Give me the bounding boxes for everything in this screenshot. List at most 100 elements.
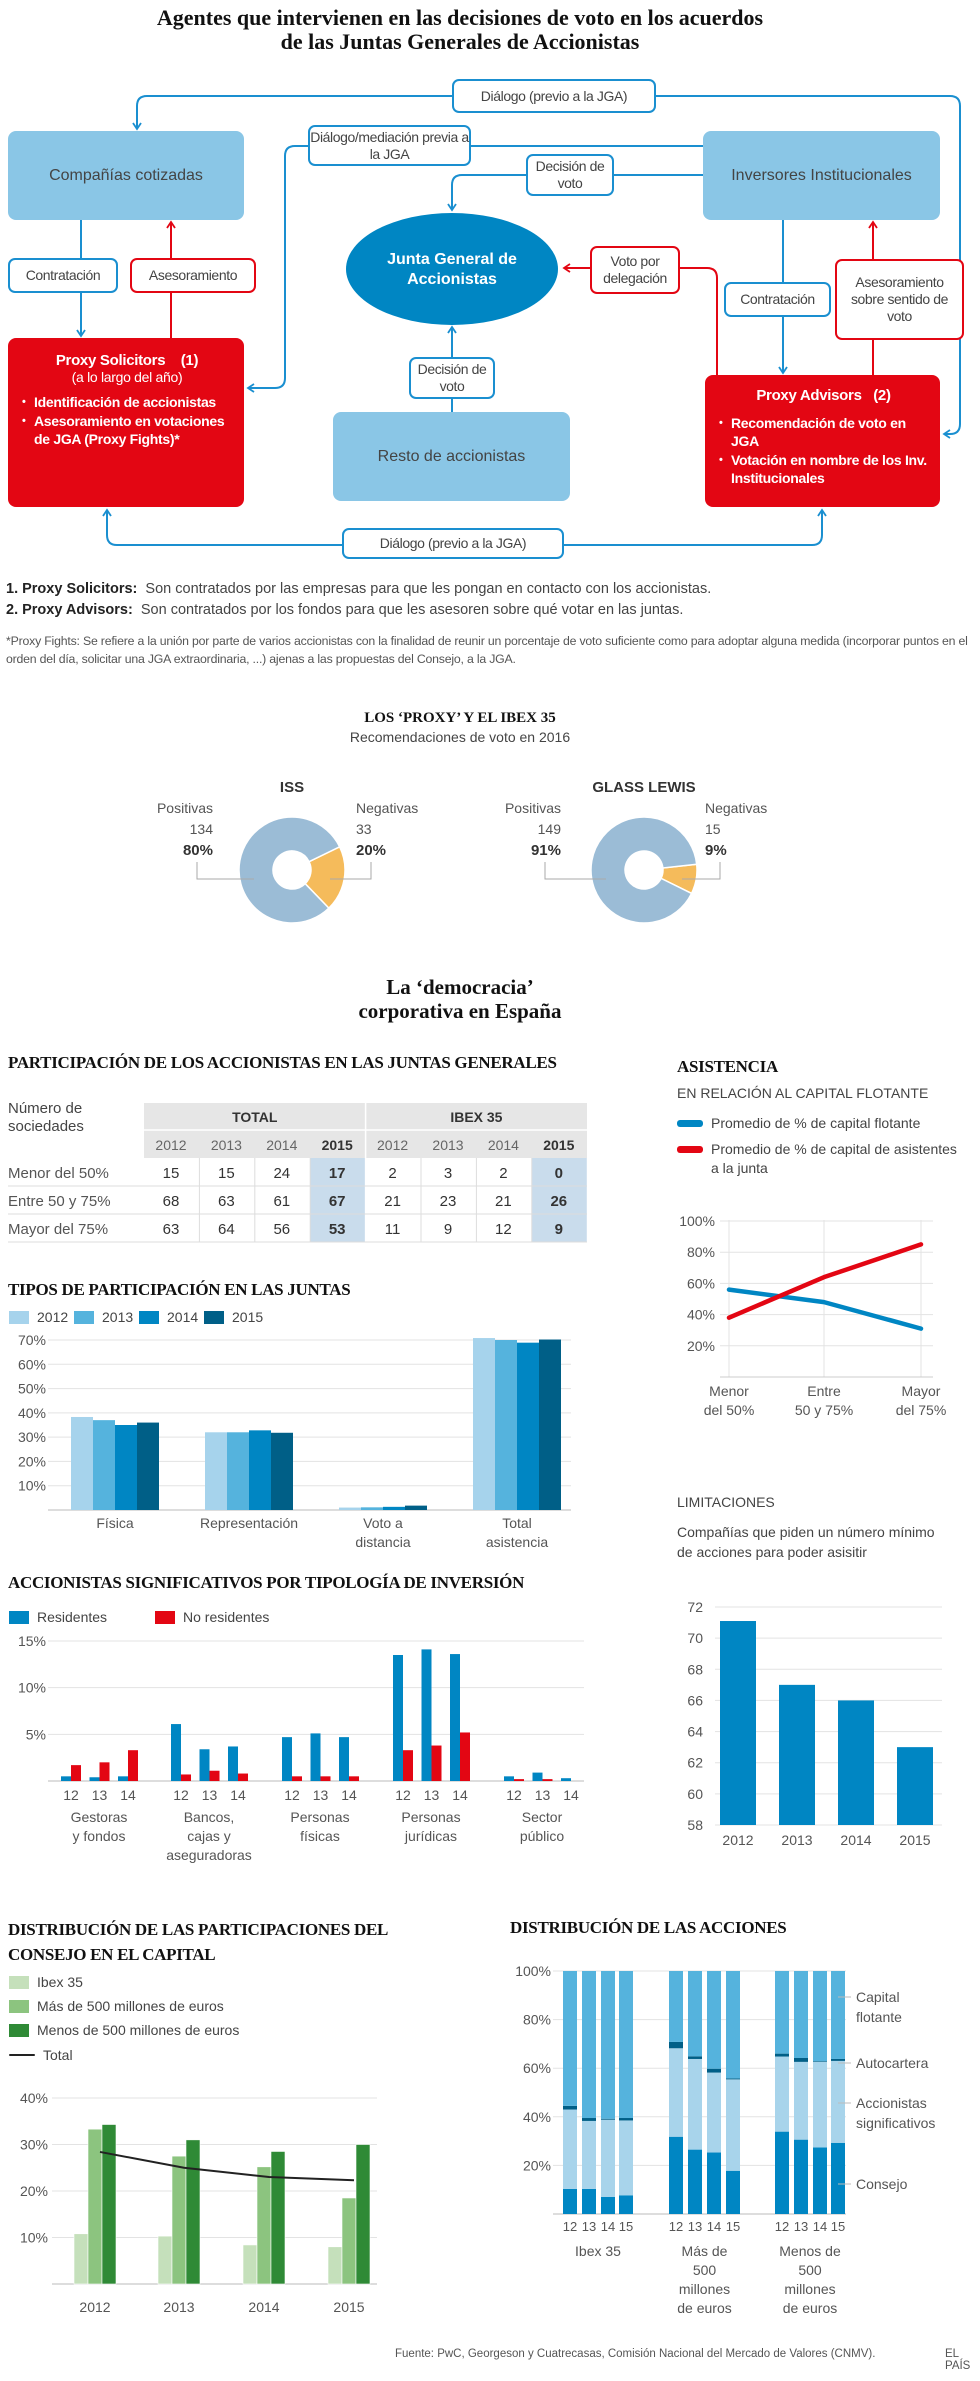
stacked-bar-segment [563, 2188, 577, 2214]
stacked-bar-segment [813, 2061, 827, 2148]
legend-item: Menos de 500 millones de euros [9, 2022, 239, 2038]
x-year-label: 15 [831, 2219, 845, 2234]
x-category-label: Personas [290, 1809, 349, 1825]
x-category-label: cajas y [187, 1828, 231, 1844]
legend-item: Promedio de % de capital flotante [677, 1115, 920, 1131]
x-year-label: 2015 [333, 2299, 364, 2315]
series-label: Autocartera [856, 2055, 929, 2071]
x-year-label: 14 [707, 2219, 721, 2234]
y-tick-label: 60% [687, 1275, 715, 1291]
y-tick-label: 20% [687, 1338, 715, 1354]
table-cell: 63 [218, 1193, 235, 1210]
bar [460, 1732, 470, 1781]
bar [128, 1750, 138, 1781]
legend-item: 2014 [139, 1309, 198, 1325]
x-year-label: 13 [582, 2219, 596, 2234]
stacked-bar-segment [669, 2048, 683, 2137]
bar [339, 1737, 349, 1781]
bar [242, 2244, 258, 2285]
table-cell: 53 [329, 1221, 346, 1238]
limitaciones-title: LIMITACIONES [677, 1494, 775, 1510]
x-group-label: de euros [783, 2300, 837, 2316]
stacked-bar-segment [582, 2120, 596, 2189]
bar [87, 2128, 103, 2285]
bar [73, 2233, 89, 2285]
x-category-label: Sector [522, 1809, 563, 1825]
title-line-2: de las Juntas Generales de Accionistas [280, 29, 640, 54]
x-category-label: público [520, 1828, 565, 1844]
pie-count-negativas: 15 [705, 821, 721, 837]
legend-item: 2013 [74, 1309, 133, 1325]
bar [532, 1772, 543, 1781]
table-cell: 61 [273, 1193, 290, 1210]
bar [181, 1774, 191, 1781]
dialogo-top-connector [942, 423, 961, 439]
x-category-label: Menor [709, 1383, 749, 1399]
bar [282, 1737, 292, 1781]
x-year-label: 14 [120, 1787, 136, 1803]
pie-label-positivas: Positivas [157, 800, 213, 816]
y-tick-label: 40% [523, 2109, 551, 2125]
bar [720, 1621, 756, 1825]
pie-pct-negativas: 20% [356, 842, 386, 859]
y-tick-label: 62 [687, 1755, 703, 1771]
bar [421, 1649, 432, 1781]
series-label: flotante [856, 2009, 902, 2025]
bar [495, 1340, 517, 1510]
bar [199, 1749, 210, 1781]
bar [238, 1773, 248, 1781]
note-1-label: 1. Proxy Solicitors: [6, 581, 138, 597]
note-2-text: Son contratados por los fondos para que … [140, 602, 684, 618]
bar [171, 2155, 187, 2285]
bar [349, 1776, 359, 1781]
y-tick-label: 60% [18, 1356, 46, 1372]
table-cell: 67 [329, 1193, 346, 1210]
series-label: Accionistas [856, 2095, 927, 2111]
table-cell: 12 [495, 1221, 512, 1238]
legend-swatch [155, 1610, 175, 1624]
stacked-bar-segment [619, 2118, 633, 2121]
stacked-bar-segment [813, 2061, 827, 2062]
stacked-bar-segment [794, 2061, 808, 2140]
x-category-label: Mayor [902, 1383, 941, 1399]
stacked-bar-segment [669, 2041, 683, 2049]
table-year-header: 2015 [322, 1137, 353, 1153]
legend-label: Más de 500 millones de euros [37, 1998, 224, 2014]
bar [270, 2151, 286, 2285]
table-cell: 2 [499, 1165, 507, 1182]
x-group-label: 500 [693, 2262, 717, 2278]
bar [897, 1747, 933, 1825]
decision-voto-bottom-label: Decisión de voto [409, 357, 495, 399]
series-line [726, 1287, 924, 1331]
bar [157, 2235, 173, 2285]
proxy-solicitors-box: Proxy Solicitors (1) (a lo largo del año… [8, 338, 244, 507]
y-tick-label: 20% [18, 1453, 46, 1469]
x-year-label: 2012 [722, 1832, 753, 1848]
x-year-label: 12 [506, 1787, 522, 1803]
legend-label: 2015 [232, 1309, 264, 1325]
y-tick-label: 40% [20, 2090, 48, 2106]
x-group-label: Menos de [779, 2243, 841, 2259]
x-category-label: Voto a [363, 1515, 403, 1531]
proxy-fights-note: *Proxy Fights: Se refiere a la unión por… [6, 634, 968, 666]
x-year-label: 12 [563, 2219, 577, 2234]
proxy-advisors-number: (2) [873, 387, 891, 404]
stacked-bar-segment [688, 2058, 702, 2150]
table-cell: 17 [329, 1165, 346, 1182]
table-cell: 21 [384, 1193, 401, 1210]
stacked-bar-segment [563, 1971, 577, 2106]
table-row-label: Menor del 50% [8, 1165, 109, 1182]
legend-swatch [9, 1975, 29, 1989]
y-tick-label: 70 [687, 1630, 703, 1646]
legend-item: Residentes [9, 1609, 107, 1625]
legend-item: 2015 [204, 1309, 263, 1325]
bar [473, 1338, 495, 1510]
x-category-label: aseguradoras [166, 1847, 252, 1863]
legend-item: Más de 500 millones de euros [9, 1998, 224, 2014]
x-category-label: distancia [355, 1534, 410, 1550]
table-highlight-2015-total [310, 1158, 366, 1242]
legend-label: Promedio de % de capital flotante [711, 1115, 921, 1131]
bar [405, 1505, 427, 1510]
stacked-bar-segment [669, 1971, 683, 2042]
stacked-bar-segment [794, 2057, 808, 2062]
